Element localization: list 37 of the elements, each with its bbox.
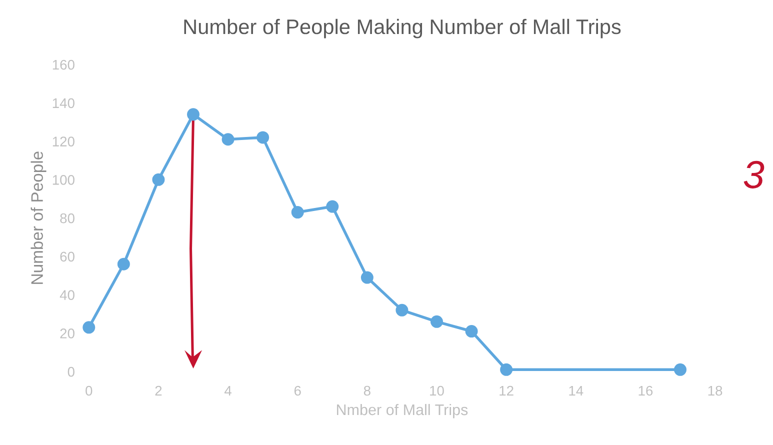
x-tick-label: 0 bbox=[86, 386, 92, 396]
point bbox=[82, 321, 96, 334]
y-tick-label: 160 bbox=[52, 60, 74, 70]
point bbox=[117, 258, 130, 270]
point bbox=[465, 325, 478, 338]
y-tick-label: 80 bbox=[60, 213, 74, 224]
point bbox=[326, 200, 339, 213]
y-tick-label: 40 bbox=[60, 290, 74, 300]
y-axis-title: Number of People bbox=[30, 152, 46, 284]
x-tick-label: 4 bbox=[224, 386, 232, 396]
x-tick-label: 16 bbox=[638, 386, 653, 396]
x-tick-label: 18 bbox=[708, 386, 722, 396]
y-tick-label: 0 bbox=[68, 366, 74, 377]
point bbox=[187, 108, 200, 121]
x-tick-label: 12 bbox=[500, 386, 514, 396]
y-tick-label: 100 bbox=[52, 175, 74, 185]
point bbox=[291, 206, 304, 219]
text: 3 bbox=[744, 160, 764, 188]
x-tick-label: 2 bbox=[155, 386, 162, 396]
x-axis-title: Nmber of Mall Trips bbox=[337, 404, 468, 418]
x-tick-label: 10 bbox=[430, 386, 444, 396]
point bbox=[256, 131, 270, 144]
point bbox=[674, 363, 686, 376]
x-tick-label: 8 bbox=[364, 386, 370, 396]
point bbox=[430, 315, 443, 328]
point bbox=[396, 304, 408, 316]
chart-title: Number of People Making Number of Mall Trips bbox=[184, 18, 621, 38]
point bbox=[152, 173, 165, 186]
y-tick-label: 60 bbox=[60, 252, 74, 262]
y-tick-label: 20 bbox=[60, 328, 74, 338]
point bbox=[360, 271, 374, 284]
x-tick-label: 14 bbox=[569, 386, 584, 396]
point bbox=[500, 363, 513, 376]
x-tick-label: 6 bbox=[294, 386, 301, 396]
y-tick-label: 140 bbox=[52, 98, 74, 108]
y-tick-label: 120 bbox=[52, 136, 74, 146]
point bbox=[222, 133, 234, 146]
